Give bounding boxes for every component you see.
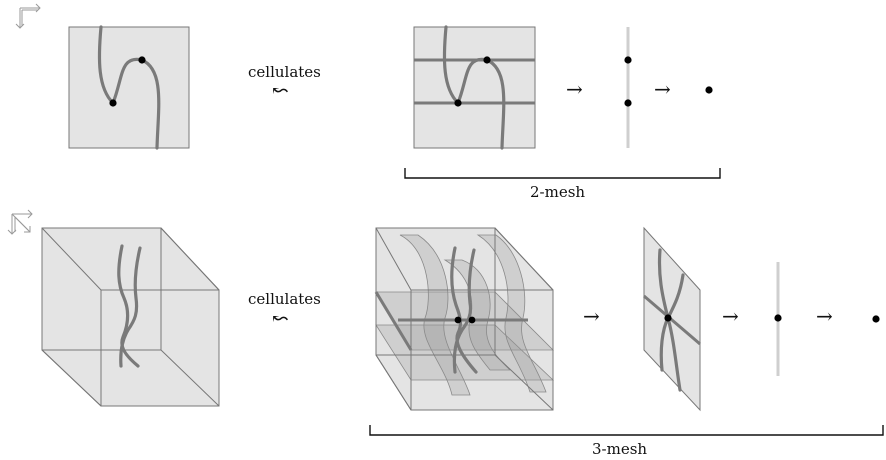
3d-frame-icon (7, 209, 33, 235)
critical-point-lower (109, 99, 117, 107)
strand-bump (111, 57, 144, 105)
strand-left (97, 25, 115, 105)
arrow-bottom-2: → (722, 304, 739, 328)
cellulates-label-bottom: cellulates (248, 290, 321, 308)
critical-point-upper (138, 56, 146, 64)
cellulates-squiggle-bottom: ↜ (272, 306, 289, 330)
braid-strand-a (117, 244, 140, 368)
point-top (705, 86, 713, 94)
bracket-2mesh (404, 168, 721, 179)
arrow-top-1: → (566, 77, 583, 101)
cellulates-label-top: cellulates (248, 63, 321, 81)
3d-cube-meshed (374, 227, 555, 411)
2d-square-meshed (413, 25, 536, 150)
mesh3-label: 3-mesh (592, 440, 647, 458)
2d-square-original (68, 25, 190, 150)
mesh2-label: 2-mesh (530, 183, 585, 201)
strand-right (140, 58, 161, 150)
arrow-top-2: → (654, 77, 671, 101)
arrow-bottom-1: → (583, 304, 600, 328)
3d-cube-original (41, 227, 220, 407)
point-bottom (872, 315, 880, 323)
braid-strand-b (119, 246, 142, 368)
bracket-3mesh (369, 425, 884, 436)
2d-frame-icon (15, 3, 41, 29)
1d-line-bottom (774, 262, 782, 376)
cellulates-squiggle-top: ↜ (272, 78, 289, 102)
2d-slice (643, 226, 701, 412)
1d-line-top (624, 27, 632, 148)
arrow-bottom-3: → (816, 304, 833, 328)
